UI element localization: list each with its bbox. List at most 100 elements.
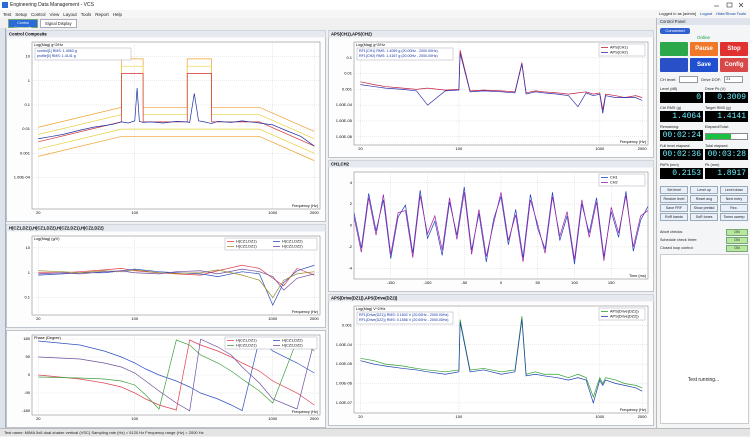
action-button[interactable]: Next entry: [720, 195, 748, 203]
x-tick-label: 20: [36, 316, 41, 321]
series-line: [38, 339, 315, 410]
pause-button[interactable]: Pause: [690, 42, 718, 56]
y-tick-label: 0.001: [342, 86, 353, 91]
check-state[interactable]: ON: [726, 228, 748, 236]
menu-bar: Test Setup Control View Layout Tools Report Hel…: [0, 10, 750, 18]
y-tick-label: 1.00E-06: [336, 134, 353, 139]
action-button[interactable]: RoR bands: [660, 213, 688, 221]
x-tick-label: 150: [608, 280, 615, 285]
y-tick-label: 1.00E-05: [336, 118, 353, 123]
readout-value: 00:02:36: [660, 149, 703, 160]
x-tick-label: 100: [456, 146, 463, 151]
x-tick-label: 1000: [595, 146, 605, 151]
main-buttons: Pause Stop Save Config: [660, 42, 748, 72]
log-area: [660, 254, 749, 424]
menu-item[interactable]: Help: [112, 11, 123, 17]
title-bar: Engineering Data Management - VCS: [0, 0, 750, 10]
action-button[interactable]: Show prelstd: [690, 204, 718, 212]
menu-item[interactable]: Layout: [63, 11, 77, 17]
y-tick-label: 10: [26, 54, 31, 59]
action-button[interactable]: Save FRF: [660, 204, 688, 212]
panel-title: APS(Drive(DZ1)),APS(Drive(DZ2)): [331, 295, 398, 300]
action-button[interactable]: Rec.: [720, 204, 748, 212]
window-title: Engineering Data Management - VCS: [10, 2, 94, 8]
readout: Full level elapsed: 00:02:36: [660, 143, 703, 162]
status-bar: Test name: MIMA 5x6 dual-shaker vertical…: [0, 428, 750, 436]
menu-item[interactable]: Report: [95, 11, 109, 17]
readout-label: Target RMS (g): [705, 106, 731, 110]
y-tick-label: 1: [28, 78, 31, 83]
x-tick-label: 100: [131, 316, 138, 321]
readout-label: Elapsed/Total:: [705, 125, 729, 129]
x-tick-label: 20: [358, 414, 363, 419]
panel-title: H(CZ1,DZ1),H(CZ1,DZ2),H(CZ2,DZ1),H(CZ2,D…: [9, 225, 104, 230]
drive-dof-label: Drive DOF:: [701, 76, 722, 82]
x-tick-label: 1000: [268, 316, 278, 321]
x-tick-label: 100: [456, 414, 463, 419]
readout: Total elapsed: 00:03:28: [705, 143, 748, 162]
config-button[interactable]: Config: [720, 58, 748, 72]
y-tick-label: 4: [350, 180, 353, 185]
y-tick-label: 1: [28, 270, 31, 275]
menu-item[interactable]: Control: [31, 11, 46, 17]
blank-button[interactable]: [660, 58, 688, 72]
y-tick-label: 1.00E-04: [14, 175, 31, 180]
action-button[interactable]: Reset avg: [690, 195, 718, 203]
ch-level-label: CH level:: [660, 76, 677, 82]
app-icon: [2, 2, 8, 8]
y-axis-label: Phase (Degree): [34, 336, 62, 340]
readout-label: Level (dB): [660, 87, 678, 91]
x-tick-label: 2000: [638, 414, 648, 419]
series-line: [38, 88, 315, 147]
menu-item[interactable]: Tools: [80, 11, 92, 17]
tab[interactable]: Control Composite Wave: [8, 19, 38, 35]
menu-item[interactable]: View: [49, 11, 60, 17]
action-button[interactable]: SoR tones: [690, 213, 718, 221]
check-label: Abort checks:: [660, 230, 684, 234]
action-button[interactable]: Restore level: [660, 195, 688, 203]
x-tick-label: 1000: [268, 416, 278, 421]
action-button[interactable]: Level down: [720, 186, 748, 194]
panel-header: [328, 160, 654, 168]
readout-value: 00:02:24: [660, 130, 703, 141]
y-tick-label: 1.00E-07: [336, 400, 353, 405]
plot-area: Control Composite1010.10.010.0011.00E-04…: [6, 30, 654, 428]
tools-toggle[interactable]: Hide/Show Tools: [716, 11, 746, 16]
drive-dof-select[interactable]: 21: [724, 75, 744, 83]
check-state[interactable]: ON: [726, 244, 748, 252]
panel-header: [328, 30, 654, 38]
series-line: [38, 269, 315, 299]
plot-background: [31, 41, 321, 210]
readout-label: Remaining:: [660, 125, 680, 129]
action-button[interactable]: Set level: [660, 186, 688, 194]
readout-value: 0.3009: [705, 92, 748, 103]
readout: Ctrl RMS (g) 1.4064: [660, 105, 703, 124]
x-tick-label: -100: [423, 280, 432, 285]
info-text: RF1(CH1) RMS: 1.4059 g (20.00Hz - 2000.0…: [359, 49, 438, 53]
action-button[interactable]: Level up: [690, 186, 718, 194]
readout-value: 0.2153: [660, 168, 703, 179]
readouts: Level (dB) 0 Drive Pk (V) 0.3009 Ctrl RMS (g…: [660, 86, 748, 181]
menu-item[interactable]: Test: [3, 11, 12, 17]
info-text: RF1(Drive(DZ1)) RMS: 0.1602 V (20.00Hz -…: [359, 313, 448, 317]
user-bar: Logged in as [admin] Logout Hide/Show To…: [659, 11, 746, 16]
tab[interactable]: Signal Display: [40, 19, 77, 28]
stop-button[interactable]: Stop: [720, 42, 748, 56]
legend-box: [598, 307, 646, 321]
start-button[interactable]: [660, 42, 688, 56]
logout-link[interactable]: Logout: [700, 11, 713, 16]
legend-label: APS(CH1): [610, 46, 628, 50]
action-button[interactable]: Tones sweep: [720, 213, 748, 221]
y-axis-label: Log(Mag) (g/V): [34, 237, 60, 241]
save-button[interactable]: Save: [690, 58, 718, 72]
check-state[interactable]: ON: [726, 236, 748, 244]
x-tick-label: 20: [36, 416, 41, 421]
menu-item[interactable]: Setup: [15, 11, 28, 17]
control-panel: Control Panel Connected Online Pause Sto…: [656, 18, 750, 428]
window-controls[interactable]: [708, 1, 748, 9]
login-info: Logged in as [admin]: [658, 11, 697, 16]
legend-label: APS(Drive(DZ1)): [610, 310, 639, 314]
ch-level-select[interactable]: [679, 75, 699, 83]
legend-label: H(CZ2,DZ1): [236, 344, 257, 348]
